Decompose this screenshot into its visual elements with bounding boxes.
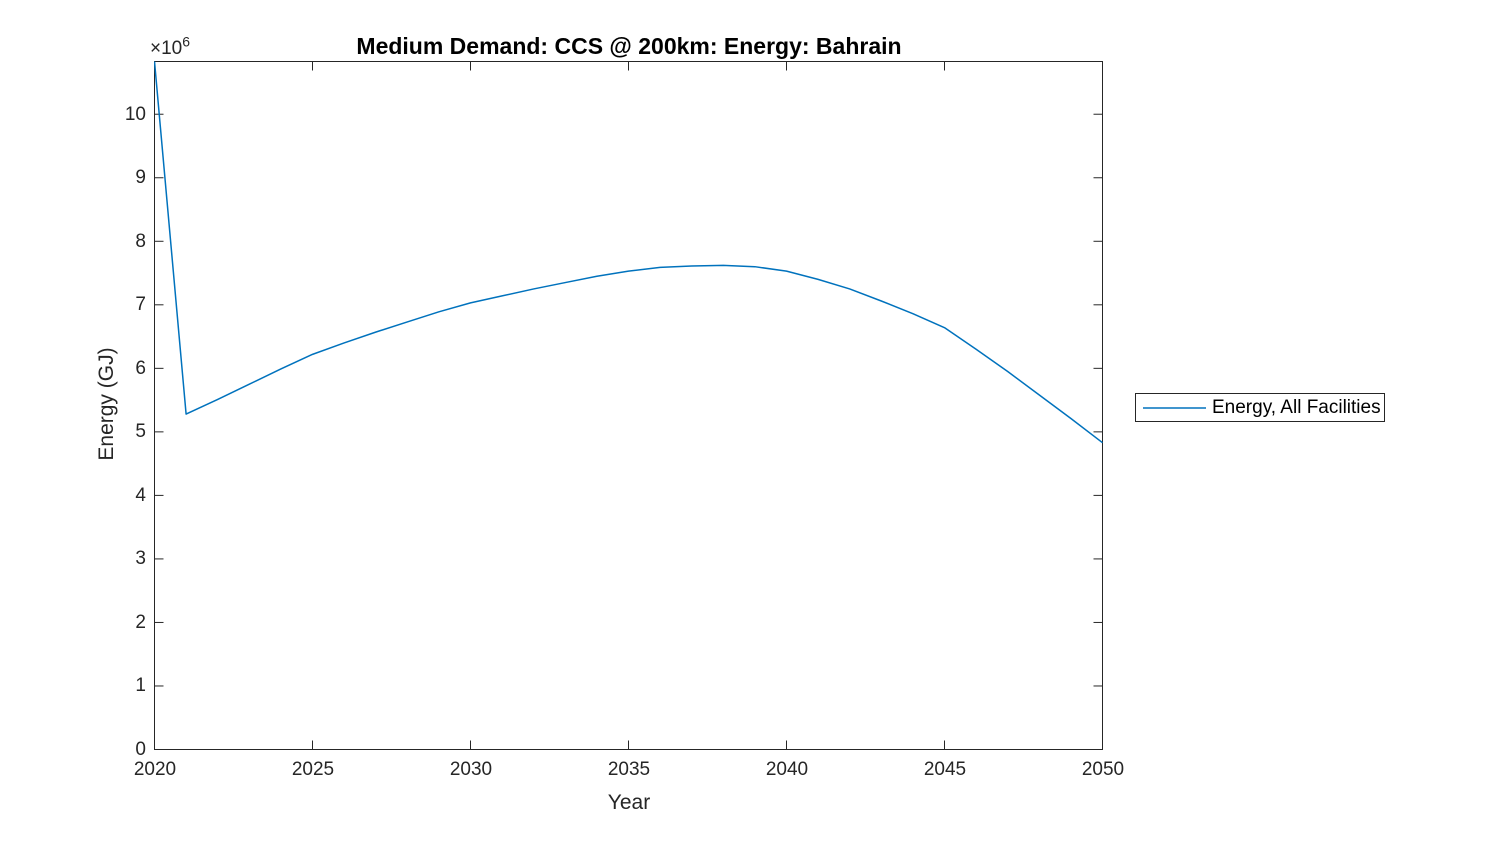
y-tick-label: 8 [135, 230, 146, 252]
legend-label: Energy, All Facilities [1212, 396, 1381, 418]
y-axis-multiplier: ×106 [150, 35, 190, 60]
y-axis-multiplier-exponent: 6 [182, 33, 191, 50]
legend-line-sample-icon [1143, 406, 1206, 409]
y-axis-multiplier-base: ×10 [150, 38, 183, 59]
y-tick-label: 7 [135, 294, 146, 316]
x-tick-label: 2050 [1081, 759, 1125, 780]
plot-area [154, 61, 1103, 750]
axes-box [154, 61, 1103, 750]
y-tick-label: 6 [135, 357, 146, 379]
data-line [154, 61, 1103, 444]
legend: Energy, All Facilities [1135, 393, 1385, 422]
legend-entry: Energy, All Facilities [1136, 397, 1384, 419]
y-tick-label: 1 [135, 675, 146, 697]
y-tick-label: 2 [135, 611, 146, 633]
x-tick-label: 2025 [291, 759, 335, 780]
y-tick-label: 0 [135, 739, 146, 760]
y-tick-label: 3 [135, 548, 146, 570]
chart-title: Medium Demand: CCS @ 200km: Energy: Bahr… [356, 33, 902, 59]
x-tick-label: 2030 [449, 759, 493, 780]
x-tick-label: 2040 [765, 759, 809, 780]
y-tick-label: 9 [135, 167, 146, 189]
x-tick-label: 2035 [607, 759, 651, 780]
y-tick-label: 4 [135, 484, 146, 506]
x-tick-label: 2020 [133, 759, 177, 780]
x-axis-label: Year [607, 791, 651, 814]
y-tick-label: 10 [124, 103, 146, 125]
y-tick-label: 5 [135, 421, 146, 443]
x-tick-label: 2045 [923, 759, 967, 780]
